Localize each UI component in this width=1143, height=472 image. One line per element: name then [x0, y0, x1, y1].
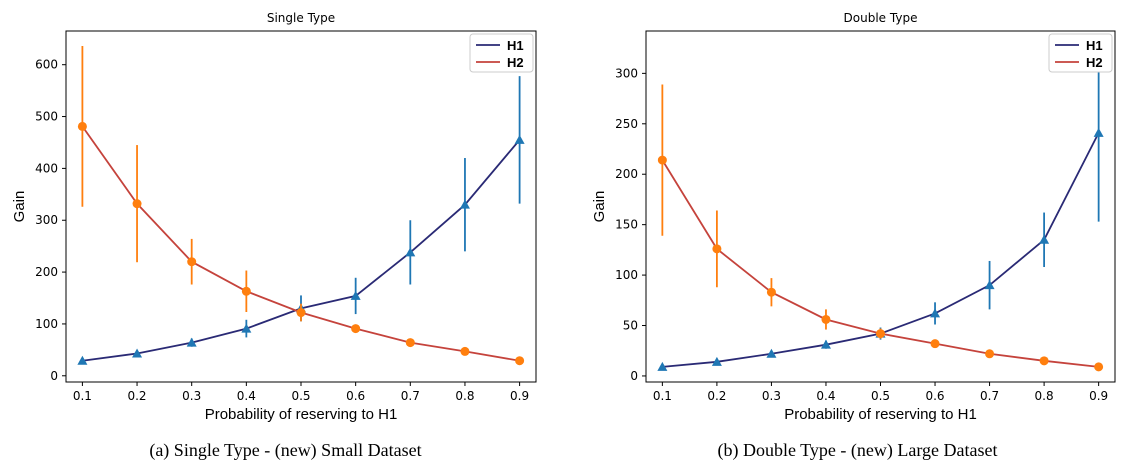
y-tick-label: 200: [35, 265, 58, 279]
x-tick-label: 0.5: [871, 389, 890, 403]
chart-single-type: Single Type 0.1 0.2 0.3 0.4 0.5 0.6 0.7 0.8 0.9 0 1…: [11, 11, 537, 423]
x-tick-label: 0.6: [346, 389, 365, 403]
x-tick-label: 0.5: [291, 389, 310, 403]
x-tick-label: 0.9: [1089, 389, 1108, 403]
legend-label-h2: H2: [1086, 55, 1103, 70]
y-tick-label: 250: [615, 117, 638, 131]
y-tick-label: 0: [50, 369, 58, 383]
y-tick-label: 400: [35, 161, 58, 175]
data-point: [821, 314, 831, 324]
data-point: [514, 134, 525, 144]
x-tick-label: 0.8: [1035, 389, 1054, 403]
y-axis-label: Gain: [591, 191, 608, 223]
data-point: [77, 355, 88, 365]
y-tick-label: 50: [623, 319, 638, 333]
series-line-h1: [82, 139, 521, 362]
caption-b: (b) Double Type - (new) Large Dataset: [717, 440, 998, 460]
x-tick-label: 0.3: [182, 389, 201, 403]
x-tick-label: 0.8: [455, 389, 474, 403]
data-point: [1093, 127, 1104, 137]
data-point: [766, 287, 776, 297]
y-tick-label: 300: [615, 66, 638, 80]
data-point: [1039, 356, 1049, 366]
series-h2: [77, 46, 525, 366]
x-axis-label: Probability of reserving to H1: [784, 406, 977, 423]
data-point: [1039, 234, 1050, 244]
data-point: [296, 308, 306, 318]
data-point: [405, 247, 416, 257]
data-point: [460, 346, 470, 356]
data-point: [77, 121, 87, 131]
data-point: [459, 199, 470, 209]
series-h2: [657, 84, 1104, 372]
caption-a: (a) Single Type - (new) Small Dataset: [149, 440, 422, 460]
x-tick-label: 0.3: [762, 389, 781, 403]
series-h1: [657, 44, 1104, 371]
data-point: [350, 290, 361, 300]
data-point: [711, 356, 722, 366]
data-point: [712, 244, 722, 254]
y-axis-label: Gain: [11, 191, 28, 223]
y-tick-label: 100: [35, 317, 58, 331]
data-point: [930, 308, 941, 318]
x-tick-label: 0.1: [653, 389, 672, 403]
series-line-h2: [81, 125, 520, 362]
x-axis-label: Probability of reserving to H1: [205, 406, 398, 423]
x-tick-label: 0.7: [401, 389, 420, 403]
legend-label-h1: H1: [507, 38, 524, 53]
data-point: [241, 323, 252, 333]
data-point: [657, 155, 667, 165]
data-point: [985, 349, 995, 359]
x-tick-label: 0.2: [707, 389, 726, 403]
x-tick-label: 0.6: [925, 389, 944, 403]
data-point: [132, 348, 143, 358]
data-point: [820, 339, 831, 349]
data-point: [657, 361, 668, 371]
data-point: [187, 257, 197, 267]
chart-title: Double Type: [844, 11, 918, 25]
series-h1: [77, 76, 525, 365]
data-point: [766, 348, 777, 358]
x-tick-label: 0.4: [816, 389, 835, 403]
y-tick-label: 300: [35, 213, 58, 227]
legend-label-h1: H1: [1086, 38, 1103, 53]
data-point: [984, 280, 995, 290]
chart-panel-a: Single Type 0.1 0.2 0.3 0.4 0.5 0.6 0.7 0.8 0.9 0 1…: [0, 0, 571, 472]
data-point: [351, 324, 361, 334]
y-tick-label: 100: [615, 268, 638, 282]
y-tick-label: 150: [615, 218, 638, 232]
x-tick-label: 0.1: [73, 389, 92, 403]
data-point: [876, 329, 885, 339]
y-tick-label: 600: [35, 58, 58, 72]
chart-panel-b: Double Type 0.1 0.2 0.3 0.4 0.5 0.6 0.7 0.8 0.9 0 5…: [572, 0, 1143, 472]
y-tick-label: 500: [35, 110, 58, 124]
data-point: [405, 338, 415, 348]
chart-title: Single Type: [267, 11, 335, 25]
x-tick-label: 0.7: [980, 389, 999, 403]
data-point: [1094, 362, 1104, 372]
data-point: [515, 356, 525, 366]
data-point: [241, 286, 251, 296]
chart-double-type: Double Type 0.1 0.2 0.3 0.4 0.5 0.6 0.7 0.8 0.9 0 5…: [591, 11, 1116, 423]
data-point: [930, 339, 940, 349]
x-tick-label: 0.4: [237, 389, 256, 403]
data-point: [132, 199, 142, 209]
legend-label-h2: H2: [507, 55, 524, 70]
y-tick-label: 0: [630, 369, 638, 383]
y-tick-label: 200: [615, 167, 638, 181]
x-tick-label: 0.2: [127, 389, 146, 403]
x-tick-label: 0.9: [510, 389, 529, 403]
data-point: [186, 337, 197, 347]
